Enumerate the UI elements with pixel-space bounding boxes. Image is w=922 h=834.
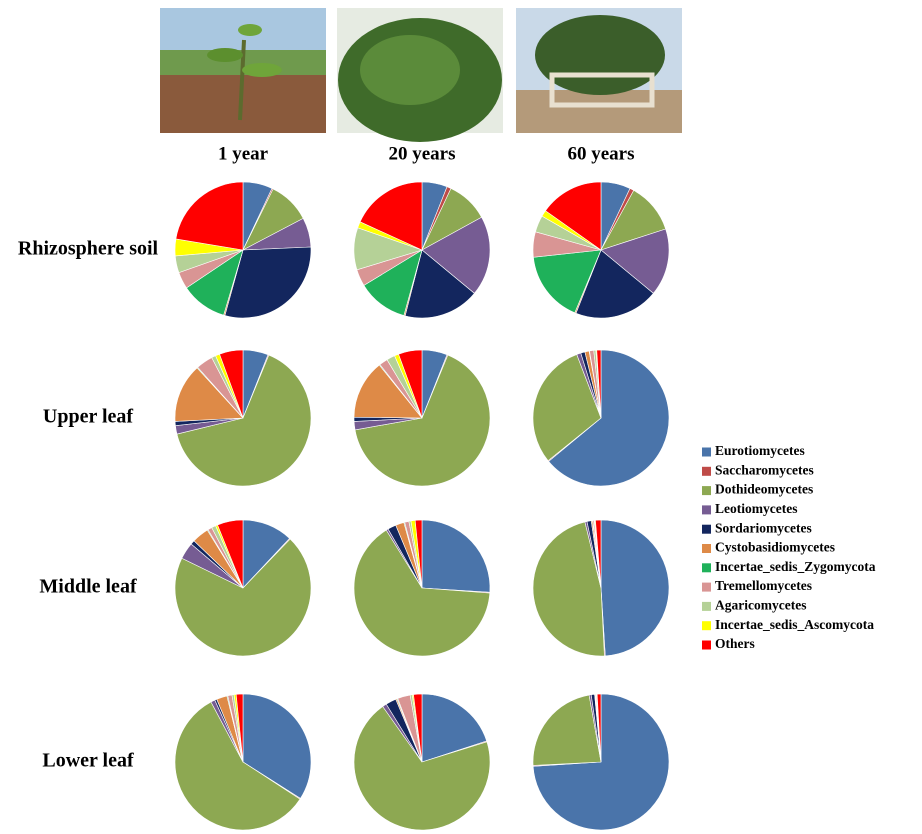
legend-swatch <box>702 582 711 592</box>
pie-slice <box>174 701 301 831</box>
pie <box>353 693 491 831</box>
pie-slice <box>575 249 654 319</box>
pie-slice <box>398 349 423 419</box>
pie-slice <box>532 354 602 462</box>
pie <box>174 181 312 319</box>
pie <box>353 181 491 319</box>
column-label: 60 years <box>567 143 634 164</box>
pie <box>532 349 670 487</box>
legend: Eurotiomycetes Saccharomycetes Dothideomyc… <box>702 443 876 651</box>
photo-1-year <box>160 8 326 133</box>
pie-slice <box>217 519 244 589</box>
pie-slice <box>174 367 244 422</box>
pie-slice <box>235 693 244 763</box>
legend-swatch <box>702 486 711 496</box>
pie-slice <box>176 354 312 487</box>
pie-slice <box>533 249 602 314</box>
photo-20-years <box>337 8 503 142</box>
pie-slice <box>595 519 602 589</box>
pie-slice <box>359 181 423 251</box>
legend-label: Incertae_sedis_Ascomycota <box>715 617 874 632</box>
legend-label: Leotiomycetes <box>715 501 797 516</box>
photo-60-years <box>516 8 682 133</box>
row-label: Upper leaf <box>43 406 134 428</box>
pie <box>174 519 312 657</box>
pie-slice <box>596 349 602 419</box>
pie-slice <box>600 228 670 294</box>
column-label: 1 year <box>218 143 269 164</box>
pie-slice <box>242 693 312 799</box>
pie-slice <box>596 693 602 763</box>
pie-slice <box>532 694 602 766</box>
legend-swatch <box>702 640 711 650</box>
pie <box>532 519 670 657</box>
pie-slice <box>413 693 423 763</box>
pie-slice <box>421 519 491 593</box>
legend-label: Saccharomycetes <box>715 462 814 477</box>
legend-swatch <box>702 466 711 476</box>
legend-label: Sordariomycetes <box>715 520 812 535</box>
legend-swatch <box>702 544 711 553</box>
pie-slice <box>545 181 602 251</box>
pie-slice <box>532 521 605 657</box>
pie-slice <box>600 519 670 657</box>
legend-swatch <box>702 505 711 515</box>
pie <box>174 693 312 831</box>
row-label: Lower leaf <box>42 750 134 772</box>
legend-swatch <box>702 621 711 631</box>
row-labels: Rhizosphere soil Upper leaf Middle leaf Low… <box>18 238 159 772</box>
row-label: Middle leaf <box>39 576 137 598</box>
pie <box>532 181 670 319</box>
pie-slice <box>353 529 491 657</box>
pie-slice <box>353 364 423 419</box>
legend-label: Eurotiomycetes <box>715 443 805 458</box>
legend-swatch <box>702 447 711 457</box>
legend-label: Others <box>715 636 755 651</box>
pie-slice <box>354 354 491 487</box>
legend-label: Tremellomycetes <box>715 578 812 593</box>
legend-label: Agaricomycetes <box>715 597 806 612</box>
photos <box>160 8 682 142</box>
pie-slice <box>421 693 488 763</box>
pies <box>174 181 670 831</box>
legend-label: Cystobasidiomycetes <box>715 540 835 555</box>
pie-slice <box>548 349 670 487</box>
legend-swatch <box>702 524 711 534</box>
pie-slice <box>414 519 423 589</box>
pie-slice <box>174 538 312 657</box>
pie-slice <box>421 216 491 294</box>
pie <box>174 349 312 487</box>
pie-slice <box>353 706 491 831</box>
pie <box>532 693 670 831</box>
column-labels: 1 year 20 years 60 years <box>218 143 635 164</box>
legend-swatch <box>702 563 711 573</box>
legend-label: Incertae_sedis_Zygomycota <box>715 559 876 574</box>
pie <box>353 349 491 487</box>
legend-label: Dothideomycetes <box>715 482 813 497</box>
pie-slice <box>175 181 244 251</box>
pie-slice <box>224 246 312 319</box>
column-label: 20 years <box>388 143 455 164</box>
pie-slice <box>219 349 244 419</box>
pie-slice <box>404 249 475 319</box>
legend-swatch <box>702 601 711 611</box>
row-label: Rhizosphere soil <box>18 238 159 260</box>
pie <box>353 519 491 657</box>
